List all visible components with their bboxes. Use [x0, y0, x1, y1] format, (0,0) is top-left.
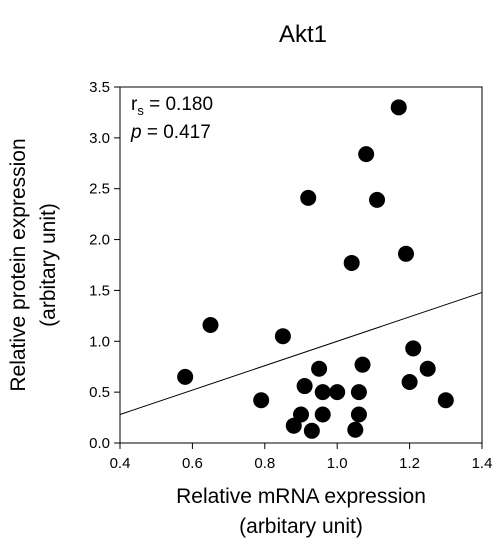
p-value-annotation: p = 0.417 — [130, 122, 211, 143]
data-point — [314, 384, 331, 401]
x-tick-label: 1.4 — [472, 455, 493, 472]
plot-area: 0.4 0.6 0.8 1.0 1.2 1.4 0.0 0.5 1.0 1.5 2.0 2.5 3.0… — [89, 79, 492, 472]
data-point — [311, 360, 328, 377]
data-points — [177, 99, 454, 439]
chart-title: Akt1 — [279, 21, 327, 48]
y-tick-label: 2.0 — [89, 232, 110, 249]
p-value: = 0.417 — [142, 122, 211, 143]
rs-symbol: r — [131, 94, 138, 115]
data-point — [296, 378, 313, 395]
x-tick-label: 0.4 — [110, 455, 131, 472]
y-tick-label: 3.5 — [89, 79, 110, 96]
data-point — [303, 422, 320, 439]
data-point — [405, 340, 422, 357]
y-tick-label: 0.0 — [89, 435, 110, 452]
data-point — [354, 356, 371, 373]
data-point — [202, 317, 219, 334]
y-tick-label: 1.5 — [89, 282, 110, 299]
data-point — [437, 392, 454, 409]
p-symbol: p — [130, 122, 142, 143]
y-tick-label: 3.0 — [89, 130, 110, 147]
stats-annotation: rs = 0.180 p = 0.417 — [130, 94, 213, 143]
x-axis-label-line1: Relative mRNA expression — [176, 485, 426, 508]
data-point — [397, 245, 414, 262]
data-point — [350, 406, 367, 423]
x-axis-ticks: 0.4 0.6 0.8 1.0 1.2 1.4 — [110, 443, 493, 472]
y-axis-ticks: 0.0 0.5 1.0 1.5 2.0 2.5 3.0 3.5 — [89, 79, 120, 452]
x-tick-label: 0.8 — [254, 455, 275, 472]
data-point — [329, 384, 346, 401]
data-point — [343, 254, 360, 271]
data-point — [390, 99, 407, 116]
rs-value: = 0.180 — [144, 94, 213, 115]
x-tick-label: 1.2 — [399, 455, 420, 472]
data-point — [274, 328, 291, 345]
data-point — [358, 146, 375, 163]
y-tick-label: 2.5 — [89, 181, 110, 198]
data-point — [300, 189, 317, 206]
x-tick-label: 0.6 — [182, 455, 203, 472]
data-point — [369, 191, 386, 208]
data-point — [314, 406, 331, 423]
data-point — [293, 406, 309, 423]
trend-line — [119, 291, 483, 415]
data-point — [401, 373, 418, 390]
data-point — [419, 360, 436, 377]
y-tick-label: 0.5 — [89, 384, 110, 401]
data-point — [347, 421, 364, 438]
x-axis-label-line2: (arbitary unit) — [239, 515, 363, 538]
y-tick-label: 1.0 — [89, 333, 110, 350]
data-point — [177, 368, 194, 385]
x-tick-label: 1.0 — [327, 455, 348, 472]
y-axis-label-line1: Relative protein expression — [7, 138, 30, 391]
y-axis-label-line2: (arbitary unit) — [37, 203, 60, 327]
spearman-rs-annotation: rs = 0.180 — [131, 94, 213, 118]
data-point — [253, 392, 270, 409]
rs-subscript: s — [137, 103, 144, 118]
plot-frame — [119, 86, 483, 444]
data-point — [350, 384, 367, 401]
